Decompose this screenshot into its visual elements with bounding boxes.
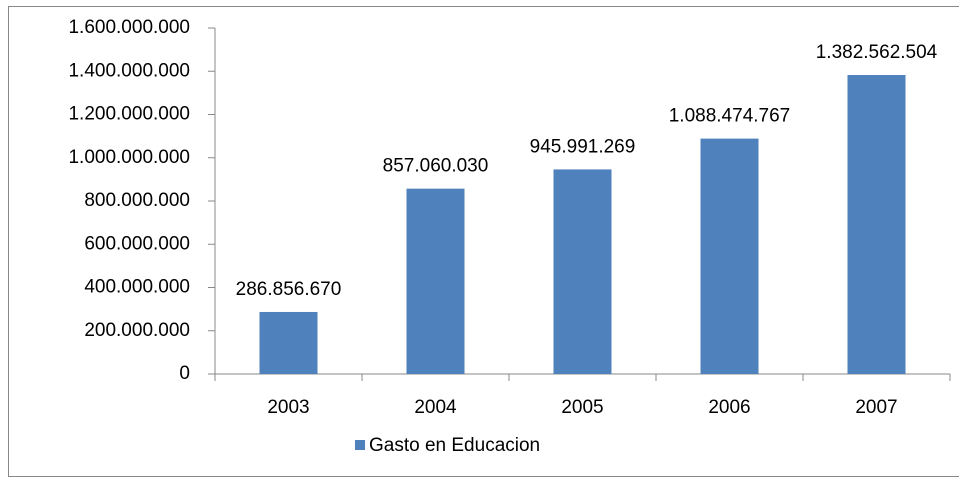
bar [259, 311, 318, 374]
bar [847, 75, 906, 374]
chart-border [8, 6, 959, 477]
x-tick-label: 2003 [267, 397, 309, 418]
data-label: 857.060.030 [383, 156, 489, 177]
y-tick-label: 1.600.000.000 [68, 17, 190, 38]
data-label: 1.088.474.767 [669, 106, 791, 127]
bar [406, 188, 465, 374]
data-label: 1.382.562.504 [816, 42, 938, 63]
y-tick-label: 200.000.000 [84, 320, 190, 341]
y-tick-label: 600.000.000 [84, 233, 190, 254]
legend-swatch [355, 440, 365, 450]
bar [700, 138, 759, 374]
x-tick-label: 2006 [708, 397, 750, 418]
legend-label: Gasto en Educacion [369, 435, 540, 456]
x-tick-label: 2004 [414, 397, 457, 418]
y-tick-label: 1.400.000.000 [68, 60, 190, 81]
x-tick-label: 2007 [855, 397, 897, 418]
data-label: 945.991.269 [530, 136, 636, 157]
data-label: 286.856.670 [236, 279, 342, 300]
y-tick-label: 1.200.000.000 [68, 104, 190, 125]
bar [553, 169, 612, 374]
y-tick-label: 400.000.000 [84, 277, 190, 298]
y-tick-label: 800.000.000 [84, 190, 190, 211]
x-tick-label: 2005 [561, 397, 603, 418]
y-tick-label: 1.000.000.000 [68, 147, 190, 168]
y-tick-label: 0 [179, 363, 190, 384]
